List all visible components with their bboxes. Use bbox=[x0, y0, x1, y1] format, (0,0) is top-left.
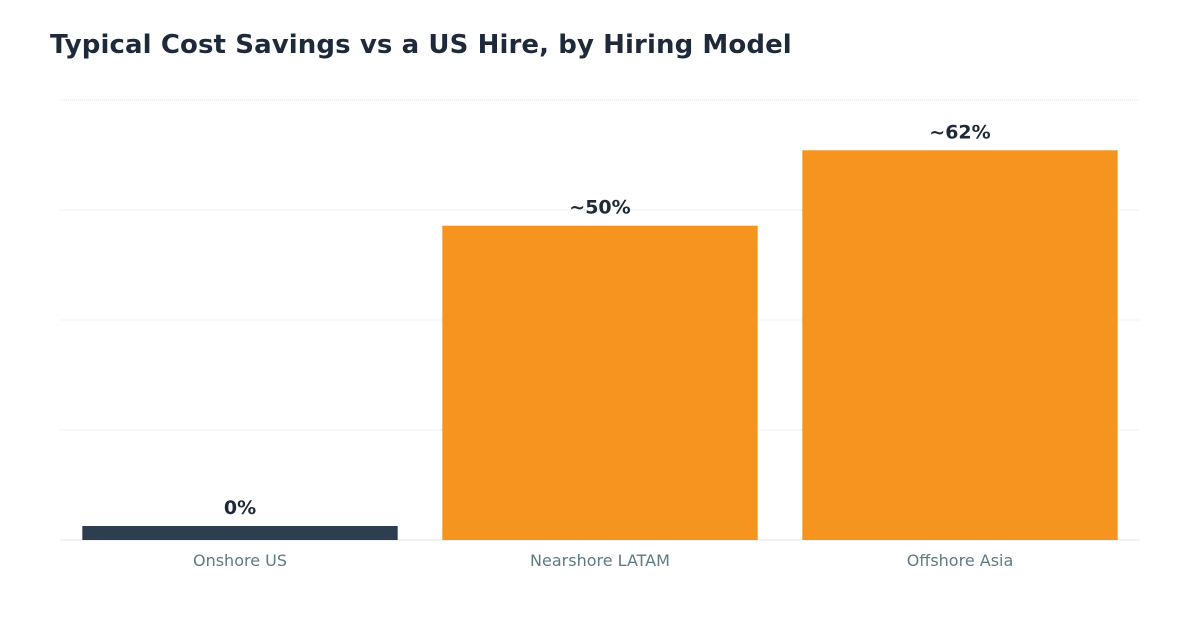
data-label: ~50% bbox=[569, 197, 630, 219]
bar-offshore-asia bbox=[802, 150, 1118, 541]
bars bbox=[82, 150, 1118, 541]
chart-title: Typical Cost Savings vs a US Hire, by Hi… bbox=[50, 30, 792, 60]
data-label: ~62% bbox=[929, 121, 990, 143]
x-tick-label: Offshore Asia bbox=[907, 551, 1014, 570]
data-label: 0% bbox=[224, 497, 256, 519]
x-axis-tick-labels: Onshore US Nearshore LATAM Offshore Asia bbox=[193, 551, 1013, 570]
x-tick-label: Nearshore LATAM bbox=[530, 551, 670, 570]
bar-nearshore-latam bbox=[442, 225, 758, 540]
x-tick-label: Onshore US bbox=[193, 551, 287, 570]
data-labels: 0% ~50% ~62% bbox=[224, 121, 991, 519]
bar-onshore-us bbox=[82, 526, 398, 540]
